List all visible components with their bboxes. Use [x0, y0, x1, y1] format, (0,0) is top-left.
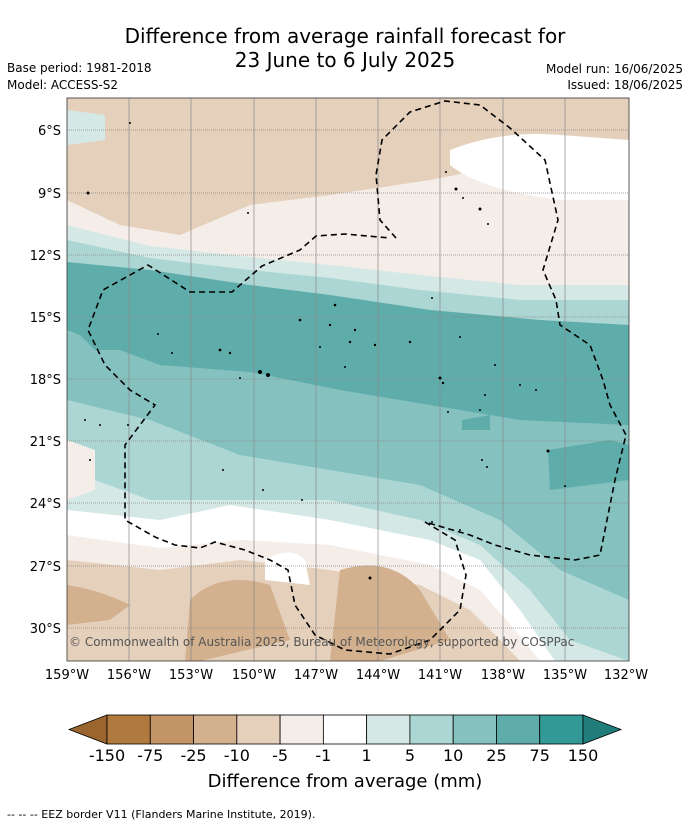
colorbar-segment: [236, 714, 281, 745]
lon-label: 144°W: [356, 668, 400, 683]
issued-date: Issued: 18/06/2025: [567, 78, 683, 92]
colorbar-segment: [409, 714, 454, 745]
colorbar-segment: [106, 714, 151, 745]
colorbar-segment: [193, 714, 238, 745]
lon-label: 141°W: [418, 668, 462, 683]
lon-label: 138°W: [481, 668, 525, 683]
lon-label: 159°W: [45, 668, 89, 683]
colorbar-tick-label: -5: [272, 746, 288, 765]
lat-label: 27°S: [30, 560, 61, 575]
colorbar-high-extend: [582, 714, 623, 745]
colorbar-tick-label: -75: [137, 746, 163, 765]
contour-nw-1-5: [67, 110, 105, 145]
lon-label: 135°W: [543, 668, 587, 683]
lat-label: 18°S: [30, 373, 61, 388]
grid-lines: [67, 98, 629, 661]
islands: [84, 122, 566, 580]
lon-label: 150°W: [232, 668, 276, 683]
contour-spot-high: [462, 415, 490, 430]
map-title-line2: 23 June to 6 July 2025: [234, 48, 456, 72]
colorbar-tick-label: -10: [224, 746, 250, 765]
lat-label: 9°S: [38, 187, 61, 202]
latitude-labels: 6°S 9°S 12°S 15°S 18°S 21°S 24°S 27°S 30…: [30, 124, 61, 637]
colorbar-segment: [539, 714, 584, 745]
colorbar-segment: [496, 714, 541, 745]
model-run-date: Model run: 16/06/2025: [545, 62, 683, 76]
map-title-line1: Difference from average rainfall forecas…: [124, 24, 566, 48]
colorbar-segment: [279, 714, 324, 745]
contour-south-neutral: [265, 552, 310, 585]
colorbar-tick-label: 75: [530, 746, 550, 765]
contour-north-neutral: [450, 134, 629, 200]
contour-west-high: [70, 325, 130, 350]
contour-east-high: [548, 440, 629, 490]
colorbar-title: Difference from average (mm): [207, 771, 483, 792]
colorbar-tick-label: 150: [568, 746, 599, 765]
contour-north-minus5-10: [67, 98, 629, 235]
contour-low-edge: [67, 585, 130, 625]
contour-west-minus: [67, 440, 95, 500]
base-period: Base period: 1981-2018: [7, 61, 152, 75]
colorbar-low-extend: [67, 714, 108, 745]
eez-legend-text: -- -- -- EEZ border V11 (Flanders Marine…: [7, 808, 316, 821]
colorbar-tick-label: -150: [89, 746, 125, 765]
colorbar-segment: [366, 714, 411, 745]
lon-label: 156°W: [107, 668, 151, 683]
model-name: Model: ACCESS-S2: [7, 78, 119, 92]
colorbar: -150 -75 -25 -10 -5 -1 1 5 10 25 75 150: [67, 714, 623, 765]
lon-label: 147°W: [294, 668, 338, 683]
rainfall-contours: [67, 98, 629, 661]
colorbar-segment: [149, 714, 194, 745]
lat-label: 30°S: [30, 622, 61, 637]
contour-low-west: [185, 580, 290, 661]
lat-label: 12°S: [30, 249, 61, 264]
colorbar-tick-label: 25: [486, 746, 506, 765]
copyright-text: © Commonwealth of Australia 2025, Bureau…: [69, 635, 574, 649]
colorbar-tick-label: 10: [443, 746, 463, 765]
colorbar-tick-label: -25: [180, 746, 206, 765]
colorbar-segment: [452, 714, 497, 745]
colorbar-tick-label: -1: [315, 746, 331, 765]
colorbar-segment: [322, 714, 368, 745]
eez-border: [87, 100, 627, 655]
lat-label: 15°S: [30, 311, 61, 326]
lat-label: 24°S: [30, 497, 61, 512]
longitude-labels: 159°W 156°W 153°W 150°W 147°W 144°W 141°…: [45, 668, 648, 683]
colorbar-tick-label: 5: [405, 746, 415, 765]
map-frame: [66, 97, 630, 662]
lon-label: 132°W: [604, 668, 648, 683]
lat-label: 6°S: [38, 124, 61, 139]
colorbar-tick-label: 1: [362, 746, 372, 765]
lon-label: 153°W: [169, 668, 213, 683]
contour-low-central: [330, 565, 450, 661]
lat-label: 21°S: [30, 435, 61, 450]
